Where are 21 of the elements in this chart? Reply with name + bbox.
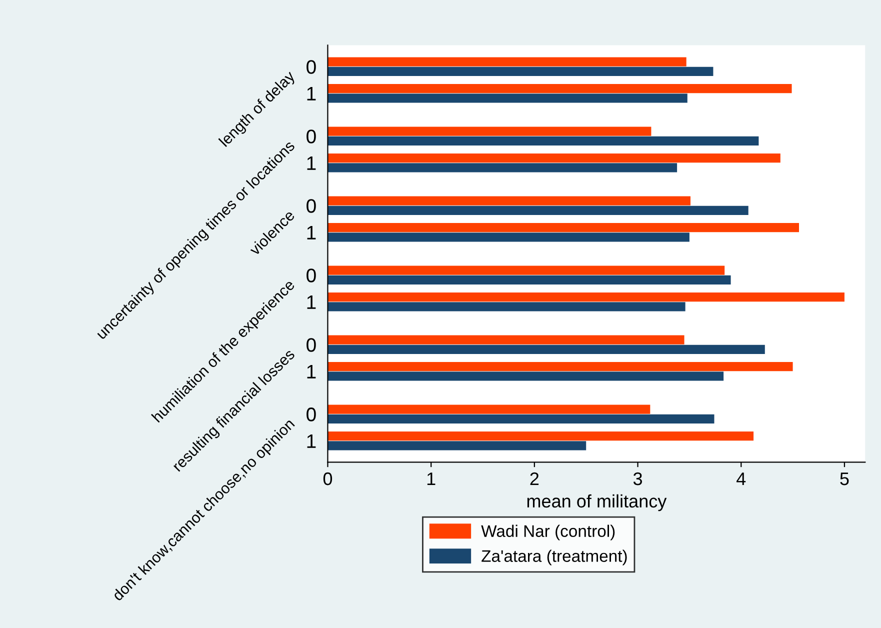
x-tick-label: 4 — [736, 472, 746, 486]
x-tick-label: 1 — [427, 472, 436, 486]
x-axis-title: mean of militancy — [527, 494, 667, 512]
y-tick-label: 1 — [307, 364, 316, 378]
y-tick-label: 1 — [307, 434, 316, 448]
x-tick-label: 5 — [840, 472, 849, 486]
x-tick-label: 3 — [633, 472, 642, 486]
y-tick-label: 1 — [307, 156, 316, 170]
y-tick-label: 0 — [306, 408, 316, 422]
y-tick-label: 0 — [306, 338, 316, 352]
y-tick-label: 0 — [306, 199, 316, 213]
y-tick-label: 0 — [306, 60, 316, 74]
x-tick-label: 2 — [530, 472, 539, 486]
legend-label: Wadi Nar (control) — [481, 524, 615, 540]
legend-label: Za'atara (treatment) — [482, 550, 627, 566]
y-tick-label: 1 — [307, 295, 316, 309]
y-tick-label: 0 — [306, 268, 316, 282]
y-tick-label: 0 — [306, 130, 316, 144]
y-tick-label: 1 — [307, 87, 316, 100]
x-tick-label: 0 — [323, 472, 332, 486]
y-tick-label: 1 — [307, 226, 316, 240]
